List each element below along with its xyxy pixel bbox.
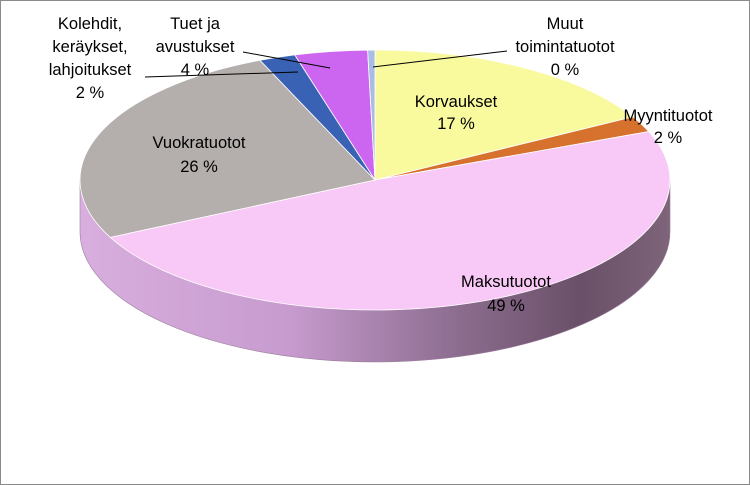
pie-slice-0 <box>374 49 634 181</box>
slice-label-line: Vuokratuotot <box>153 134 246 152</box>
slice-label-line: toimintatuotot <box>515 38 614 56</box>
slice-label-line: 49 % <box>487 297 525 315</box>
leader-line-4 <box>144 71 299 78</box>
slice-label-line: Muut <box>547 15 584 33</box>
slice-label-line: 17 % <box>437 115 475 133</box>
slice-label-line: 26 % <box>180 158 218 176</box>
slice-label-line: avustukset <box>156 38 235 56</box>
slice-label-0: Korvaukset 17 % <box>415 93 498 133</box>
slice-label-line: 2 % <box>654 129 683 147</box>
slice-label-3: Vuokratuotot 26 % <box>153 134 246 176</box>
slice-label-line: 4 % <box>181 61 210 79</box>
slice-label-6: Muut toimintatuotot 0 % <box>515 15 614 79</box>
pie-slice-3 <box>79 59 376 238</box>
leader-line-6 <box>372 50 508 68</box>
slice-label-line: Myyntituotot <box>624 107 713 125</box>
slice-labels: Korvaukset 17 % Myyntituotot 2 % Maksutuotot… <box>49 15 713 315</box>
slice-label-2: Maksutuotot 49 % <box>461 273 551 315</box>
slice-label-line: keräykset, <box>52 38 127 56</box>
leader-lines <box>144 50 508 78</box>
pie-slice-6 <box>367 49 376 181</box>
slice-label-line: Korvaukset <box>415 93 498 111</box>
slice-label-line: lahjoitukset <box>49 61 132 79</box>
slice-label-4: Kolehdit, keräykset, lahjoitukset 2 % <box>49 15 132 102</box>
slice-label-line: Maksutuotot <box>461 273 551 291</box>
slice-label-line: 0 % <box>551 61 580 79</box>
slice-label-line: 2 % <box>76 84 105 102</box>
pie-slice-2 <box>109 131 671 311</box>
slice-label-line: Tuet ja <box>170 15 221 33</box>
slice-label-line: Kolehdit, <box>58 15 122 33</box>
leader-line-5 <box>242 51 331 69</box>
slice-label-5: Tuet ja avustukset 4 % <box>156 15 235 79</box>
slice-label-1: Myyntituotot 2 % <box>624 107 713 147</box>
pie-top-layer <box>79 49 671 311</box>
